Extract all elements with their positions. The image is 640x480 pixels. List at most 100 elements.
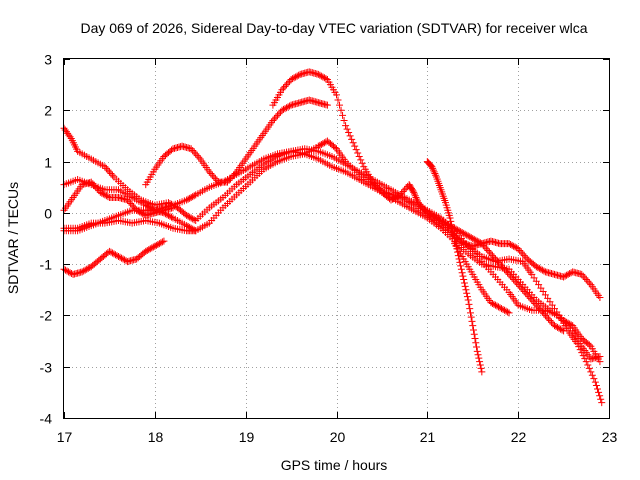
data-point-marker bbox=[566, 270, 574, 278]
data-point-marker bbox=[472, 339, 480, 347]
data-point-marker bbox=[440, 220, 448, 228]
data-point-marker bbox=[423, 209, 431, 217]
data-point-marker bbox=[343, 125, 351, 133]
data-point-marker bbox=[373, 183, 381, 191]
data-point-marker bbox=[284, 79, 292, 87]
data-point-marker bbox=[445, 225, 453, 233]
data-point-marker bbox=[128, 201, 136, 209]
data-point-marker bbox=[538, 266, 546, 274]
chart-title: Day 069 of 2026, Sidereal Day-to-day VTE… bbox=[80, 20, 587, 36]
data-point-marker bbox=[476, 358, 484, 366]
data-point-marker bbox=[448, 221, 456, 229]
data-point-marker bbox=[65, 268, 73, 276]
data-point-marker bbox=[420, 205, 428, 213]
data-point-marker bbox=[468, 317, 476, 325]
data-point-marker bbox=[560, 317, 568, 325]
data-point-marker bbox=[552, 323, 560, 331]
data-point-marker bbox=[392, 193, 400, 201]
data-point-marker bbox=[351, 142, 359, 150]
data-point-marker bbox=[575, 343, 583, 351]
y-axis-label: SDTVAR / TECUs bbox=[5, 182, 21, 294]
data-point-marker bbox=[557, 325, 565, 333]
data-point-marker bbox=[466, 309, 474, 317]
data-point-marker bbox=[113, 252, 121, 260]
data-point-marker bbox=[457, 265, 465, 273]
data-layer bbox=[60, 68, 606, 407]
series-track-2 bbox=[60, 137, 606, 407]
data-point-marker bbox=[231, 170, 239, 178]
data-point-marker bbox=[119, 255, 127, 263]
data-point-marker bbox=[564, 319, 572, 327]
data-point-marker bbox=[190, 148, 198, 156]
data-point-marker bbox=[345, 129, 353, 137]
data-point-marker bbox=[412, 193, 420, 201]
data-point-marker bbox=[334, 96, 342, 104]
data-point-marker bbox=[540, 267, 548, 275]
data-point-marker bbox=[166, 212, 174, 220]
data-point-marker bbox=[532, 301, 540, 309]
data-point-marker bbox=[348, 135, 356, 143]
data-point-marker bbox=[493, 257, 501, 265]
data-point-marker bbox=[192, 150, 200, 158]
data-point-marker bbox=[399, 187, 407, 195]
data-point-marker bbox=[142, 247, 150, 255]
data-point-marker bbox=[158, 238, 166, 246]
data-point-marker bbox=[464, 232, 472, 240]
data-point-marker bbox=[514, 245, 522, 253]
data-point-marker bbox=[519, 286, 527, 294]
data-point-marker bbox=[429, 164, 437, 172]
data-point-marker bbox=[459, 272, 467, 280]
data-point-marker bbox=[125, 198, 133, 206]
data-point-marker bbox=[517, 284, 525, 292]
data-point-marker bbox=[354, 149, 362, 157]
data-point-marker bbox=[585, 279, 593, 287]
data-point-marker bbox=[505, 240, 513, 248]
data-point-marker bbox=[460, 276, 468, 284]
data-point-marker bbox=[478, 368, 486, 376]
data-point-marker bbox=[466, 305, 474, 313]
data-point-marker bbox=[66, 269, 74, 277]
data-point-marker bbox=[498, 262, 506, 270]
y-tick-label: -4 bbox=[40, 411, 53, 427]
data-point-marker bbox=[499, 305, 507, 313]
data-point-marker bbox=[592, 382, 600, 390]
data-point-marker bbox=[416, 200, 424, 208]
data-point-marker bbox=[443, 223, 451, 231]
x-tick-label: 18 bbox=[148, 429, 164, 445]
data-point-marker bbox=[275, 110, 283, 118]
data-point-marker bbox=[278, 106, 286, 114]
data-point-marker bbox=[488, 299, 496, 307]
data-point-marker bbox=[460, 229, 468, 237]
data-point-marker bbox=[502, 307, 510, 315]
data-point-marker bbox=[108, 249, 116, 257]
series-track-7 bbox=[142, 96, 331, 189]
data-point-marker bbox=[417, 202, 425, 210]
data-point-marker bbox=[369, 178, 377, 186]
data-point-marker bbox=[493, 302, 501, 310]
x-tick-label: 17 bbox=[57, 429, 73, 445]
data-point-marker bbox=[514, 281, 522, 289]
data-point-marker bbox=[189, 193, 197, 201]
series-track-5 bbox=[60, 217, 200, 235]
data-point-marker bbox=[224, 178, 231, 186]
y-tick-label: -1 bbox=[40, 257, 53, 273]
plot-frame bbox=[63, 58, 610, 419]
data-point-marker bbox=[210, 173, 218, 181]
data-point-marker bbox=[322, 75, 330, 83]
data-point-marker bbox=[484, 246, 492, 254]
data-point-marker bbox=[535, 264, 543, 272]
data-point-marker bbox=[115, 252, 122, 260]
data-point-marker bbox=[187, 214, 195, 222]
data-point-marker bbox=[370, 180, 378, 188]
data-point-marker bbox=[467, 234, 475, 242]
data-point-marker bbox=[283, 81, 291, 89]
data-point-marker bbox=[101, 191, 109, 199]
data-point-marker bbox=[428, 163, 436, 171]
data-point-marker bbox=[186, 194, 194, 202]
data-point-marker bbox=[520, 287, 528, 295]
data-point-marker bbox=[475, 354, 483, 362]
data-point-marker bbox=[513, 279, 521, 287]
y-tick-label: 2 bbox=[44, 103, 52, 119]
data-point-marker bbox=[81, 266, 89, 274]
data-point-marker bbox=[499, 264, 507, 272]
